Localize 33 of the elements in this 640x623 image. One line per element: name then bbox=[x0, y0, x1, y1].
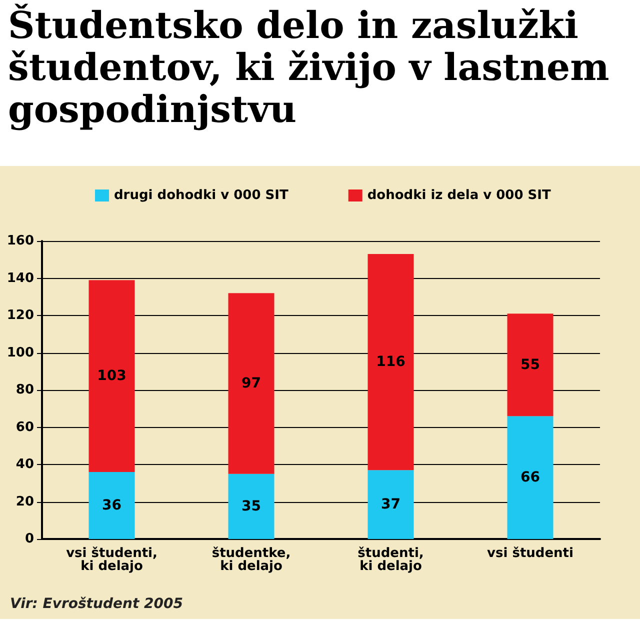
bar bbox=[88, 280, 135, 472]
bar bbox=[228, 293, 274, 474]
bar bbox=[507, 416, 554, 539]
data-label: 36 bbox=[102, 497, 122, 514]
x-tick-label: študentke, ki delajo bbox=[212, 546, 291, 574]
legend-label: drugi dohodki v 000 SIT bbox=[114, 188, 288, 203]
bar bbox=[228, 474, 274, 539]
y-tick-label: 120 bbox=[6, 308, 34, 323]
text: Vir: Evroštudent 2005 bbox=[10, 596, 184, 612]
x-tick-label: vsi študenti bbox=[487, 546, 574, 561]
bar bbox=[368, 254, 414, 470]
x-tick-label: študenti, ki delajo bbox=[358, 546, 424, 574]
y-tick-label: 100 bbox=[6, 345, 34, 360]
x-tick-label: vsi študenti, ki delajo bbox=[66, 546, 158, 574]
y-tick-label: 80 bbox=[16, 382, 34, 398]
data-label: 37 bbox=[381, 496, 400, 513]
y-tick-label: 60 bbox=[16, 420, 34, 435]
bar bbox=[368, 470, 414, 539]
data-label: 103 bbox=[97, 368, 126, 384]
y-tick-label: 20 bbox=[16, 494, 34, 510]
y-tick-label: 40 bbox=[16, 457, 34, 472]
y-tick-label: 140 bbox=[6, 270, 34, 286]
y-tick-label: 160 bbox=[6, 234, 34, 248]
data-label: 55 bbox=[520, 356, 540, 373]
data-label: 97 bbox=[242, 375, 261, 392]
data-label: 116 bbox=[376, 354, 406, 370]
chart-title: Študentsko delo in zaslužki študentov, ki živijo v lastnem gospodinjstvu bbox=[7, 2, 610, 133]
data-label: 35 bbox=[242, 498, 261, 514]
legend-label: dohodki iz dela v 000 SIT bbox=[367, 188, 551, 203]
bar bbox=[88, 472, 135, 539]
bar bbox=[507, 314, 554, 416]
y-tick-label: 0 bbox=[24, 532, 34, 546]
data-label: 66 bbox=[520, 470, 540, 486]
